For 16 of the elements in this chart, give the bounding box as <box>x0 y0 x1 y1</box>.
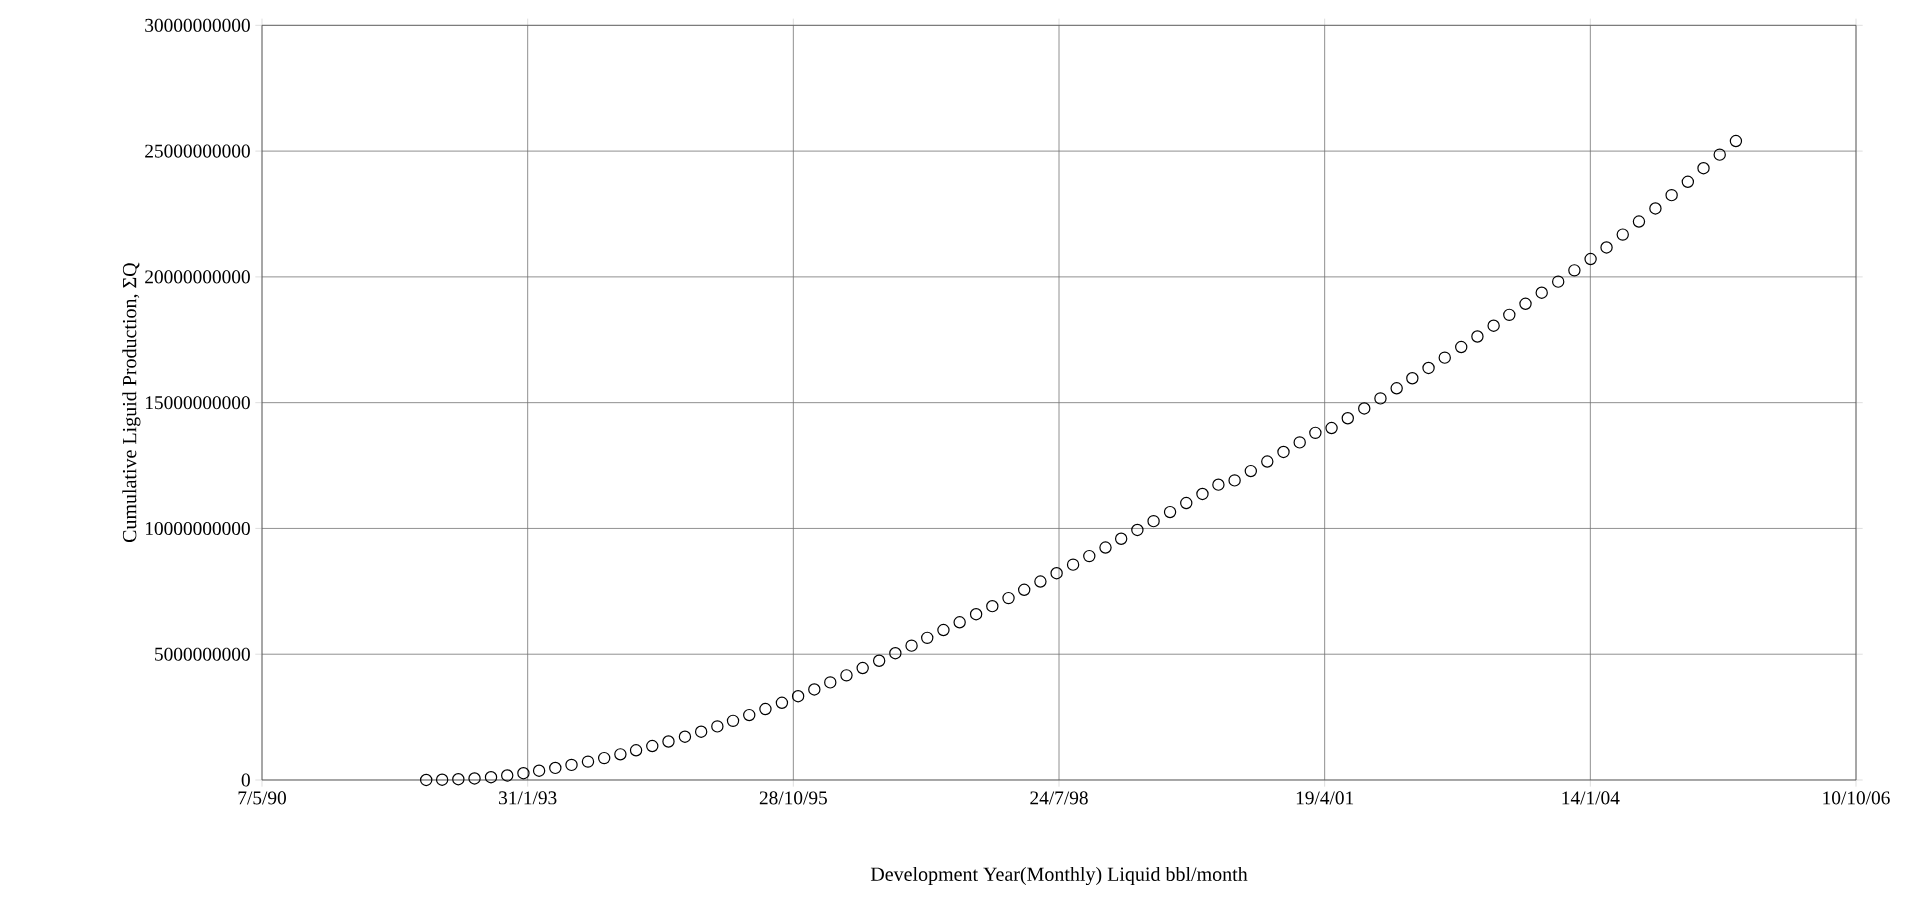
y-tick-label: 5000000000 <box>155 647 250 661</box>
x-tick-label: 28/10/95 <box>759 791 827 805</box>
x-tick-label: 19/4/01 <box>1296 791 1354 805</box>
x-tick-label: 31/1/93 <box>499 791 557 805</box>
y-tick-label: 0 <box>241 773 250 787</box>
x-tick-label: 10/10/06 <box>1823 791 1890 805</box>
x-tick-label: 24/7/98 <box>1030 791 1088 805</box>
y-tick-label: 30000000000 <box>145 18 250 32</box>
y-tick-label: 15000000000 <box>146 396 250 410</box>
x-tick-label: 14/1/04 <box>1562 791 1620 805</box>
y-tick-label: 10000000000 <box>146 521 250 535</box>
x-axis-title: Development Year(Monthly) Liquid bbl/month <box>870 866 1248 886</box>
y-tick-label: 25000000000 <box>145 144 250 158</box>
y-tick-label: 20000000000 <box>145 270 250 284</box>
x-tick-label: 7/5/90 <box>238 791 286 805</box>
y-axis-title: Cumulative Liguid Production, ΣQ <box>122 262 141 543</box>
